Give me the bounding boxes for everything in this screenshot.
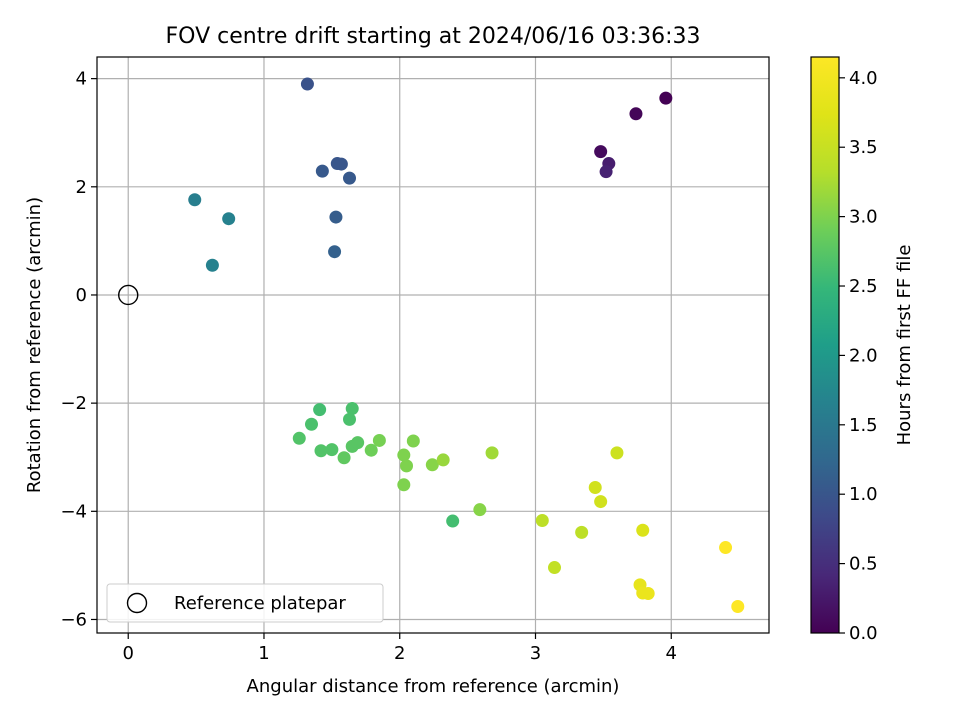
- colorbar-tick-label: 2.5: [849, 276, 878, 297]
- colorbar-tick-label: 3.5: [849, 137, 878, 158]
- scatter-point: [292, 431, 306, 445]
- scatter-point: [446, 514, 460, 528]
- legend-reference-marker: [126, 592, 148, 614]
- scatter-point: [599, 165, 613, 179]
- x-tick-label: 3: [530, 643, 541, 664]
- colorbar-tick-label: 0.0: [849, 623, 878, 644]
- scatter-point: [397, 478, 411, 492]
- y-tick-label: 0: [76, 285, 87, 306]
- scatter-point: [304, 417, 318, 431]
- x-tick-label: 4: [666, 643, 677, 664]
- scatter-point: [205, 258, 219, 272]
- scatter-point: [364, 443, 378, 457]
- scatter-point: [188, 193, 202, 207]
- colorbar-tick-label: 0.5: [849, 554, 878, 575]
- scatter-point: [548, 561, 562, 575]
- scatter-point: [222, 212, 236, 226]
- scatter-point: [588, 481, 602, 495]
- x-tick-label: 1: [258, 643, 269, 664]
- scatter-point: [659, 91, 673, 105]
- y-tick-label: −4: [60, 501, 87, 522]
- colorbar-tick-label: 1.5: [849, 415, 878, 436]
- scatter-point: [328, 245, 342, 259]
- scatter-point: [343, 171, 357, 185]
- scatter-point: [337, 451, 351, 465]
- scatter-point: [343, 412, 357, 426]
- scatter-point: [594, 145, 608, 159]
- scatter-point: [345, 402, 359, 416]
- plot-background: [97, 57, 769, 633]
- colorbar-label: Hours from first FF file: [894, 245, 915, 446]
- scatter-point: [610, 446, 624, 460]
- scatter-point: [485, 446, 499, 460]
- scatter-point: [397, 448, 411, 462]
- scatter-point: [629, 107, 643, 121]
- scatter-point: [334, 157, 348, 171]
- legend-entry-reference: Reference platepar: [174, 593, 346, 614]
- y-tick-label: −2: [60, 393, 87, 414]
- scatter-point: [314, 444, 328, 458]
- y-axis-label: Rotation from reference (arcmin): [24, 197, 45, 493]
- colorbar-tick-label: 3.0: [849, 207, 878, 228]
- scatter-point: [473, 503, 487, 517]
- scatter-point: [731, 599, 745, 613]
- y-tick-label: −6: [60, 609, 87, 630]
- scatter-point: [425, 458, 439, 472]
- legend-box: [106, 583, 384, 623]
- scatter-point: [351, 436, 365, 450]
- scatter-point: [575, 525, 589, 539]
- scatter-point: [535, 514, 549, 528]
- y-tick-label: 2: [76, 177, 87, 198]
- scatter-point: [436, 453, 450, 467]
- y-tick-label: 4: [76, 69, 87, 90]
- scatter-point: [300, 77, 314, 91]
- reference-platepar-marker: [118, 284, 139, 306]
- colorbar-gradient: [811, 57, 839, 633]
- scatter-point: [400, 459, 414, 473]
- colorbar-tick-label: 4.0: [849, 68, 878, 89]
- colorbar-ticks: 0.0 0.5 1.0 1.5 2.0 2.5 3.0 3.5 4.0: [839, 68, 878, 644]
- scatter-point: [325, 443, 339, 457]
- x-axis-ticks: 0 1 2 3 4: [122, 633, 677, 664]
- scatter-point: [641, 587, 655, 601]
- scatter-point: [406, 434, 420, 448]
- scatter-point: [372, 433, 386, 447]
- scatter-point: [313, 403, 327, 417]
- colorbar: 0.0 0.5 1.0 1.5 2.0 2.5 3.0 3.5 4.0 Hours from f…: [810, 56, 915, 644]
- scatter-point: [719, 541, 733, 555]
- colorbar-frame: [810, 56, 840, 634]
- scatter-point: [315, 164, 329, 178]
- scatter-point: [636, 523, 650, 537]
- scatter-points: [188, 77, 745, 613]
- plot-frame: [96, 56, 770, 634]
- y-axis-ticks: −6 −4 −2 0 2 4: [60, 69, 97, 630]
- scatter-point: [329, 210, 343, 224]
- x-tick-label: 0: [122, 643, 133, 664]
- legend: Reference platepar: [106, 583, 384, 623]
- scatter-point: [594, 495, 608, 509]
- x-axis-label: Angular distance from reference (arcmin): [247, 676, 620, 697]
- chart-title: FOV centre drift starting at 2024/06/16 …: [166, 24, 701, 49]
- colorbar-tick-label: 2.0: [849, 345, 878, 366]
- colorbar-tick-label: 1.0: [849, 484, 878, 505]
- x-tick-label: 2: [394, 643, 405, 664]
